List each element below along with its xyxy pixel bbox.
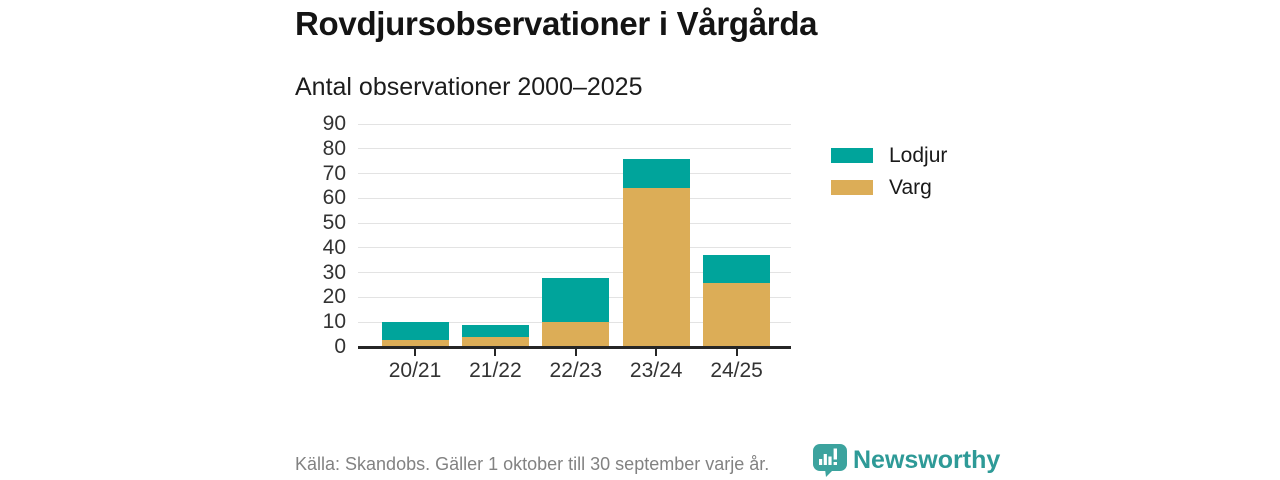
y-tick-label-50: 50 [322,211,346,235]
bar-segment-lodjur-20/21 [381,322,449,340]
bar-segment-lodjur-23/24 [622,158,690,189]
bar-segment-lodjur-24/25 [703,255,771,283]
x-tick-label-20/21: 20/21 [388,359,442,382]
legend-label-varg: Varg [889,176,932,199]
bar-segment-varg-22/23 [542,322,610,347]
bar-segment-varg-23/24 [622,188,690,347]
brand-name: Newsworthy [853,446,1001,474]
gridline-40 [358,247,791,249]
legend-swatch-lodjur [831,148,873,163]
gridline-70 [358,173,791,175]
x-axis: 20/21 21/22 22/23 23/24 24/25 [358,347,791,397]
newsworthy-icon [813,444,847,477]
legend-item-varg: Varg [831,174,932,201]
bar-segment-varg-21/22 [461,337,529,347]
y-tick-label-30: 30 [322,260,346,284]
x-tick-label-22/23: 22/23 [549,359,603,382]
x-tick-label-21/22: 21/22 [469,359,522,382]
gridline-60 [358,197,791,199]
x-tick-label-24/25: 24/25 [710,359,763,382]
gridline-80 [358,148,791,150]
brand-logo: Newsworthy [813,444,1000,477]
bar-segment-varg-20/21 [381,339,449,347]
y-tick-label-20: 20 [322,285,346,309]
y-tick-label-0: 0 [334,335,346,358]
chart-subtitle: Antal observationer 2000–2025 [295,73,643,101]
x-axis-line [358,346,791,349]
source-note: Källa: Skandobs. Gäller 1 oktober till 3… [295,454,770,474]
y-tick-label-70: 70 [322,161,346,185]
x-tick-22/23 [574,349,577,356]
x-tick-24/25 [735,349,738,356]
y-axis: 0 10 20 30 40 50 60 70 80 90 [250,112,346,358]
plot-area [358,123,791,349]
gridline-30 [358,272,791,274]
legend-item-lodjur: Lodjur [831,142,947,169]
gridline-50 [358,222,791,224]
bar-segment-lodjur-22/23 [542,277,610,323]
x-tick-label-23/24: 23/24 [629,359,683,382]
y-tick-label-90: 90 [322,112,346,135]
y-tick-label-60: 60 [322,186,346,210]
legend-swatch-varg [831,180,873,195]
bar-segment-lodjur-21/22 [461,324,529,338]
x-tick-23/24 [655,349,658,356]
legend-label-lodjur: Lodjur [889,144,948,167]
gridline-90 [358,123,791,125]
x-tick-21/22 [494,349,497,356]
y-tick-label-40: 40 [322,235,346,259]
y-tick-label-10: 10 [322,310,346,334]
y-tick-label-80: 80 [322,136,346,160]
chart-title: Rovdjursobservationer i Vårgårda [295,5,818,42]
bar-segment-varg-24/25 [703,282,771,347]
x-tick-20/21 [414,349,416,356]
